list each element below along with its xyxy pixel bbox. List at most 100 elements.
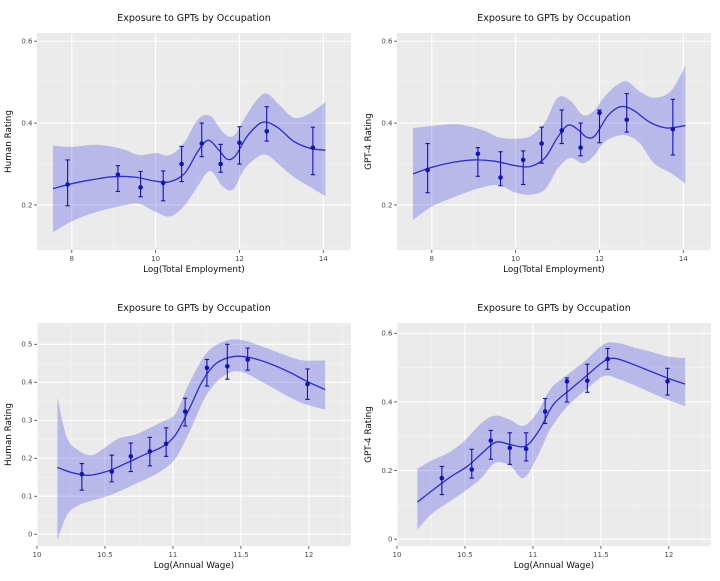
panel-background — [397, 33, 711, 250]
x-tick-label: 14 — [679, 255, 688, 263]
y-tick-label: 0.4 — [381, 398, 393, 406]
data-point — [539, 141, 544, 146]
y-tick-label: 0.1 — [21, 493, 32, 501]
data-point — [225, 364, 230, 369]
data-point — [182, 409, 188, 414]
x-tick-label: 10 — [511, 255, 520, 263]
x-axis-label: Log(Annual Wage) — [514, 561, 594, 571]
chart-title: Exposure to GPTs by Occupation — [117, 303, 271, 314]
y-tick-label: 0.5 — [21, 341, 32, 349]
panel-background — [37, 323, 351, 546]
data-point — [160, 180, 166, 186]
data-point — [204, 365, 210, 371]
x-tick-label: 11.5 — [593, 551, 609, 559]
smooth-line — [416, 357, 686, 503]
y-tick-label: 0.6 — [381, 38, 393, 46]
y-axis-label: GPT-4 Rating — [364, 406, 374, 463]
x-tick-label: 10.5 — [97, 551, 113, 559]
data-point — [79, 471, 85, 477]
data-point — [128, 454, 134, 459]
chart-gpt4-vs-employment: 8 10 12 14 0.2 0.4 0.6 Exposure to GPTs by Occu… — [360, 0, 720, 290]
x-tick-label: 8 — [430, 255, 434, 263]
y-tick-label: 0.2 — [381, 201, 392, 209]
data-point — [585, 378, 590, 383]
y-tick-label: 0.6 — [21, 38, 33, 46]
x-tick-label: 11 — [528, 551, 537, 559]
y-tick-label: 0.4 — [21, 119, 33, 127]
data-point — [559, 128, 565, 133]
data-point — [542, 409, 548, 414]
data-point — [138, 185, 143, 190]
data-point — [498, 175, 503, 180]
chart-human-vs-wage: 10 10.5 11 11.5 12 0 0.1 0.2 0.3 0.4 0.5 Exposure t… — [0, 290, 360, 581]
x-tick-label: 12 — [595, 255, 604, 263]
data-point — [199, 141, 205, 146]
data-point — [507, 445, 513, 451]
smooth-line — [52, 121, 326, 190]
chart-canvas-bottom-left: 10 10.5 11 11.5 12 0 0.1 0.2 0.3 0.4 0.5 Exposure t… — [4, 303, 351, 571]
y-tick-label: 0 — [388, 536, 392, 544]
data-point — [163, 441, 169, 447]
chart-human-vs-employment: 8 10 12 14 0.2 0.4 0.6 Exposure to GPTs by Occu… — [0, 0, 360, 290]
data-point — [475, 151, 481, 157]
smooth-line — [412, 105, 686, 175]
x-tick-label: 12 — [235, 255, 244, 263]
y-axis-label: Human Rating — [4, 403, 14, 466]
x-tick-label: 8 — [70, 255, 74, 263]
data-point — [670, 126, 676, 132]
confidence-band — [52, 93, 326, 233]
data-point — [523, 446, 529, 452]
y-tick-label: 0.3 — [21, 417, 32, 425]
y-axis-label: GPT-4 Rating — [364, 113, 374, 170]
y-tick-label: 0.2 — [21, 201, 32, 209]
confidence-band — [57, 339, 326, 540]
chart-canvas-top-left: 8 10 12 14 0.2 0.4 0.6 Exposure to GPTs by Occu… — [4, 13, 351, 275]
y-tick-label: 0.2 — [381, 467, 392, 475]
data-point — [597, 110, 602, 116]
x-axis-label: Log(Annual Wage) — [154, 561, 234, 571]
y-tick-label: 0 — [28, 531, 32, 539]
data-point — [624, 117, 630, 123]
x-tick-label: 12 — [664, 551, 673, 559]
y-axis-label: Human Rating — [4, 110, 14, 173]
data-point — [605, 356, 610, 362]
data-point — [218, 161, 223, 167]
x-tick-label: 10 — [33, 551, 42, 559]
data-point — [564, 379, 570, 384]
data-point — [305, 381, 310, 387]
data-point — [488, 438, 494, 443]
chart-canvas-bottom-right: 10 10.5 11 11.5 12 0 0.2 0.4 0.6 Exposure to GPTs… — [364, 303, 711, 571]
data-point — [469, 467, 475, 472]
data-point — [264, 128, 270, 134]
x-tick-label: 11 — [168, 551, 177, 559]
chart-title: Exposure to GPTs by Occupation — [117, 13, 271, 24]
panel-background — [397, 323, 711, 546]
data-point — [65, 182, 70, 187]
confidence-band — [417, 342, 686, 530]
smooth-line — [57, 355, 326, 477]
chart-title: Exposure to GPTs by Occupation — [477, 13, 631, 24]
data-point — [179, 161, 184, 167]
y-tick-label: 0.4 — [381, 119, 393, 127]
x-tick-label: 10.5 — [457, 551, 473, 559]
data-point — [425, 167, 430, 173]
y-tick-label: 0.4 — [21, 379, 33, 387]
panel-background — [37, 33, 351, 250]
x-tick-label: 12 — [304, 551, 313, 559]
data-point — [115, 172, 121, 177]
y-tick-label: 0.2 — [21, 455, 32, 463]
data-point — [237, 140, 242, 146]
data-point — [310, 145, 316, 150]
data-point — [665, 379, 670, 384]
chart-gpt4-vs-wage: 10 10.5 11 11.5 12 0 0.2 0.4 0.6 Exposure to GPTs… — [360, 290, 720, 581]
y-tick-label: 0.6 — [381, 330, 393, 338]
data-point — [520, 157, 526, 163]
data-point — [578, 145, 583, 150]
x-axis-label: Log(Total Employment) — [143, 265, 245, 275]
data-point — [439, 475, 445, 481]
chart-canvas-top-right: 8 10 12 14 0.2 0.4 0.6 Exposure to GPTs by Occu… — [364, 13, 711, 275]
data-point — [109, 469, 115, 474]
x-axis-label: Log(Total Employment) — [503, 265, 605, 275]
data-point — [245, 357, 250, 362]
